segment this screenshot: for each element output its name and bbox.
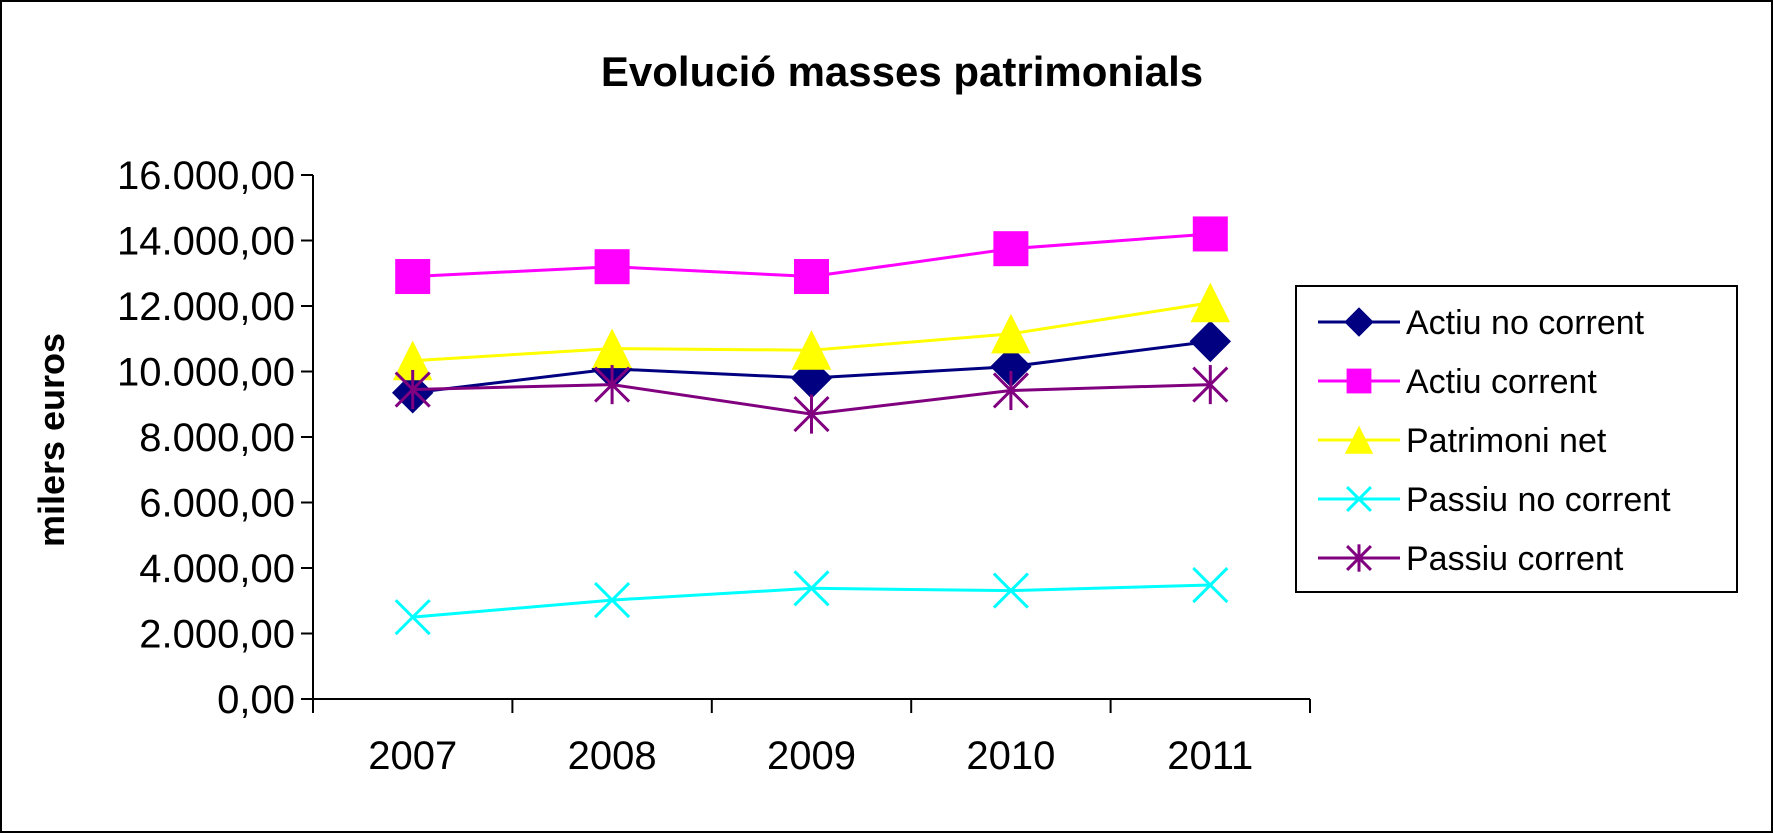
legend-label: Patrimoni net bbox=[1406, 422, 1607, 460]
legend-label: Passiu corrent bbox=[1406, 540, 1624, 578]
data-point-star bbox=[793, 394, 830, 434]
x-tick-label: 2011 bbox=[1167, 734, 1253, 778]
data-point-diamond bbox=[1189, 320, 1232, 363]
data-point-x bbox=[793, 570, 830, 607]
data-point-square bbox=[594, 249, 630, 285]
y-tick-label: 6.000,00 bbox=[139, 482, 295, 526]
y-tick-label: 0,00 bbox=[217, 678, 295, 722]
axes bbox=[301, 174, 1311, 713]
y-tick-label: 16.000,00 bbox=[117, 154, 295, 198]
series-layer bbox=[391, 216, 1232, 636]
x-tick-label: 2008 bbox=[568, 734, 657, 778]
legend-item: Passiu no corrent bbox=[1318, 481, 1671, 519]
y-tick-label: 2.000,00 bbox=[139, 613, 295, 657]
data-point-triangle bbox=[991, 313, 1031, 354]
data-point-square bbox=[1192, 216, 1228, 252]
y-axis-label: milers euros bbox=[31, 333, 72, 547]
data-point-diamond bbox=[1344, 307, 1374, 337]
data-point-triangle bbox=[791, 330, 832, 370]
series-passiu-corrent bbox=[394, 365, 1229, 434]
x-tick-label: 2009 bbox=[767, 734, 856, 778]
legend-label: Actiu corrent bbox=[1406, 363, 1597, 401]
y-tick-label: 10.000,00 bbox=[117, 351, 295, 395]
data-point-triangle bbox=[1190, 282, 1231, 323]
series-actiu-corrent bbox=[395, 216, 1228, 295]
data-point-star bbox=[1192, 365, 1229, 405]
data-point-square bbox=[1346, 368, 1372, 394]
legend-label: Actiu no corrent bbox=[1406, 304, 1645, 342]
data-point-x bbox=[394, 599, 431, 636]
data-point-star bbox=[992, 370, 1029, 411]
data-point-x bbox=[1346, 486, 1372, 512]
data-point-star bbox=[394, 369, 431, 410]
y-tick-label: 14.000,00 bbox=[117, 220, 295, 264]
legend-label: Passiu no corrent bbox=[1406, 481, 1671, 519]
y-tick-label: 12.000,00 bbox=[117, 285, 295, 329]
x-tick-labels: 2007 2008 2009 2010 2011 bbox=[368, 734, 1253, 778]
x-tick-label: 2010 bbox=[966, 734, 1055, 778]
y-tick-label: 4.000,00 bbox=[139, 547, 295, 591]
data-point-x bbox=[992, 572, 1029, 609]
data-point-triangle bbox=[1344, 425, 1374, 454]
x-tick-label: 2007 bbox=[368, 734, 457, 778]
data-point-x bbox=[1192, 566, 1229, 604]
data-point-x bbox=[594, 582, 631, 619]
legend-item: Patrimoni net bbox=[1318, 422, 1607, 460]
legend: Actiu no corrent Actiu corrent Patrimoni n… bbox=[1295, 285, 1738, 593]
data-point-star bbox=[594, 365, 631, 405]
legend-item: Actiu corrent bbox=[1318, 363, 1597, 401]
series-patrimoni-net bbox=[392, 282, 1231, 381]
y-tick-labels: 0,00 2.000,00 4.000,00 6.000,00 8.000,00 10.0… bbox=[117, 154, 295, 722]
legend-item: Actiu no corrent bbox=[1318, 304, 1645, 342]
y-tick-label: 8.000,00 bbox=[139, 416, 295, 460]
data-point-square bbox=[395, 259, 431, 295]
chart-title: Evolució masses patrimonials bbox=[601, 48, 1203, 95]
data-point-square bbox=[794, 259, 829, 295]
data-point-square bbox=[993, 231, 1029, 267]
data-point-star bbox=[1346, 544, 1372, 572]
series-passiu-no-corrent bbox=[394, 566, 1229, 636]
legend-item: Passiu corrent bbox=[1318, 540, 1624, 578]
